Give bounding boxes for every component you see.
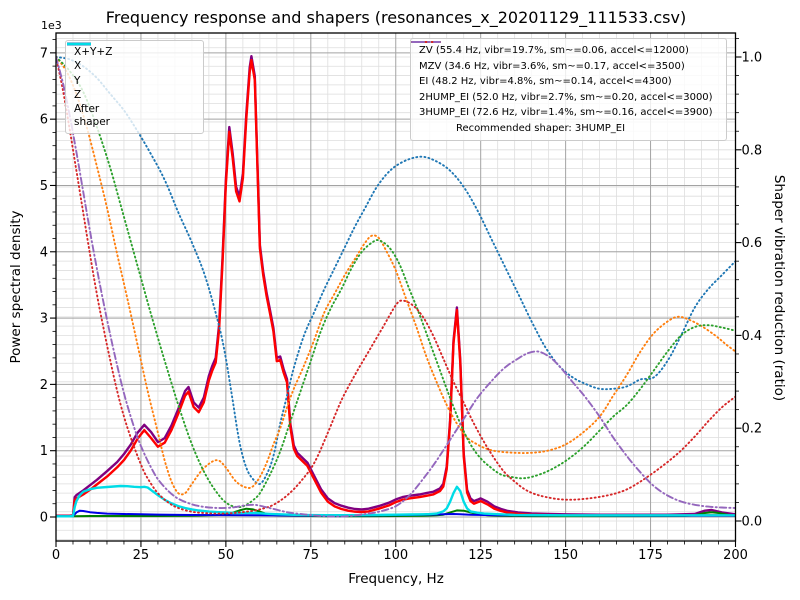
series-z [56, 509, 736, 518]
legend-item-label: 2HUMP_EI (52.0 Hz, vibr=2.7%, sm~=0.20, … [419, 91, 713, 103]
y-right-tick-label: 0.4 [742, 329, 763, 344]
legend-item-label: 3HUMP_EI (72.6 Hz, vibr=1.4%, sm~=0.16, … [419, 107, 713, 119]
ticks [50, 38, 742, 547]
legend-item-after-shaper: After shaper [67, 42, 195, 129]
legend-item-y: Y [67, 42, 195, 89]
y-right-tick-label: 0.6 [742, 236, 763, 251]
x-axis-label: Frequency, Hz [348, 571, 444, 587]
legend-item-label: Z [74, 89, 82, 102]
legend-item-ei: EI (48.2 Hz, vibr=4.8%, sm~=0.14, accel<… [411, 41, 718, 90]
series-after-shaper [56, 484, 736, 518]
legend-item-mzv: MZV (34.6 Hz, vibr=3.6%, sm~=0.17, accel… [411, 41, 718, 75]
series-3hump-ei [56, 56, 736, 518]
y-right-tick-label: 0.2 [742, 422, 763, 437]
y-left-tick-label: 6 [40, 113, 48, 128]
y-axis-offset-label: 1e3 [41, 19, 62, 32]
curves [56, 55, 736, 518]
y-left-tick-label: 1 [40, 444, 48, 459]
x-tick-label: 50 [218, 548, 235, 563]
y-left-tick-label: 2 [40, 378, 48, 393]
y-right-tick-label: 0.0 [742, 515, 763, 530]
series-x [56, 59, 736, 518]
y-left-tick-label: 3 [40, 312, 48, 327]
legend-recommended-note: Recommended shaper: 3HUMP_EI [456, 122, 626, 134]
y-left-tick-label: 5 [40, 179, 48, 194]
y-right-tick-label: 1.0 [742, 51, 763, 66]
y-axis-label-right: Shaper vibration reduction (ratio) [771, 174, 787, 402]
y-left-tick-label: 7 [40, 46, 48, 61]
legend-item-label: EI (48.2 Hz, vibr=4.8%, sm~=0.14, accel<… [419, 76, 672, 88]
y-left-tick-label: 4 [40, 245, 48, 260]
legend-shapers: ZV (55.4 Hz, vibr=19.7%, sm~=0.06, accel… [410, 38, 727, 141]
legend-swatch-dashdot [411, 41, 441, 43]
legend-signals: X+Y+Z X Y Z After shaper [65, 40, 204, 134]
legend-item-x: X [67, 42, 195, 75]
series-zv [56, 56, 736, 485]
legend-item-label: X+Y+Z [74, 45, 113, 58]
x-tick-label: 100 [383, 548, 408, 563]
legend-item-label: X [74, 60, 82, 73]
x-tick-label: 125 [468, 548, 493, 563]
legend-item-z: Z [67, 42, 195, 104]
legend-item-3hump_ei: 3HUMP_EI (72.6 Hz, vibr=1.4%, sm~=0.16, … [411, 41, 718, 121]
x-tick-label: 0 [52, 548, 60, 563]
legend-item-zv: ZV (55.4 Hz, vibr=19.7%, sm~=0.06, accel… [411, 41, 718, 59]
legend-swatch-dotted [411, 41, 441, 43]
legend-swatch-solid [67, 42, 91, 46]
legend-item-label: MZV (34.6 Hz, vibr=3.6%, sm~=0.17, accel… [419, 60, 685, 72]
chart-title: Frequency response and shapers (resonanc… [105, 8, 687, 27]
y-left-tick-label: 0 [40, 511, 48, 526]
x-tick-label: 25 [133, 548, 150, 563]
y-axis-label-left: Power spectral density [8, 210, 24, 364]
legend-item-2hump_ei: 2HUMP_EI (52.0 Hz, vibr=2.7%, sm~=0.20, … [411, 41, 718, 106]
x-tick-label: 200 [723, 548, 748, 563]
y-right-tick-label: 0.8 [742, 143, 763, 158]
legend-item-label: Y [74, 74, 81, 87]
legend-item-x+y+z: X+Y+Z [67, 42, 195, 60]
x-tick-label: 75 [303, 548, 320, 563]
legend-item-label: After shaper [74, 103, 111, 128]
x-tick-label: 150 [553, 548, 578, 563]
x-tick-label: 175 [638, 548, 663, 563]
series-ei [56, 56, 736, 509]
legend-item-label: ZV (55.4 Hz, vibr=19.7%, sm~=0.06, accel… [419, 45, 689, 57]
series-2hump-ei [56, 56, 736, 515]
